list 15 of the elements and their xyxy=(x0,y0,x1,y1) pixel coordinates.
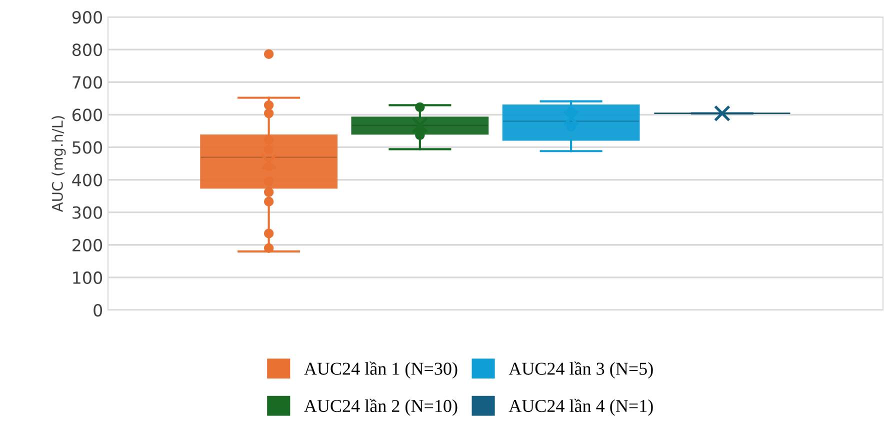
y-tick-label: 400 xyxy=(72,174,102,186)
y-tick-label: 100 xyxy=(73,271,102,284)
y-tick-label: 700 xyxy=(72,76,102,89)
legend-label: AUC24 lần 2 (N=10) xyxy=(304,398,458,416)
legend-label: AUC24 lần 1 (N=30) xyxy=(304,362,458,378)
y-tick-label: 0 xyxy=(94,304,102,317)
y-axis-title: AUC (mg.h/L) xyxy=(52,116,66,212)
y-tick-label: 600 xyxy=(72,108,102,122)
y-tick-label: 800 xyxy=(72,44,102,56)
legend-label: AUC24 lần 3 (N=5) xyxy=(508,362,653,378)
y-tick-label: 300 xyxy=(72,206,102,219)
y-tick-label: 200 xyxy=(72,238,102,252)
legend-label: AUC24 lần 4 (N=1) xyxy=(508,398,653,416)
y-tick-label: 900 xyxy=(72,10,102,24)
y-tick-label: 500 xyxy=(72,141,102,154)
